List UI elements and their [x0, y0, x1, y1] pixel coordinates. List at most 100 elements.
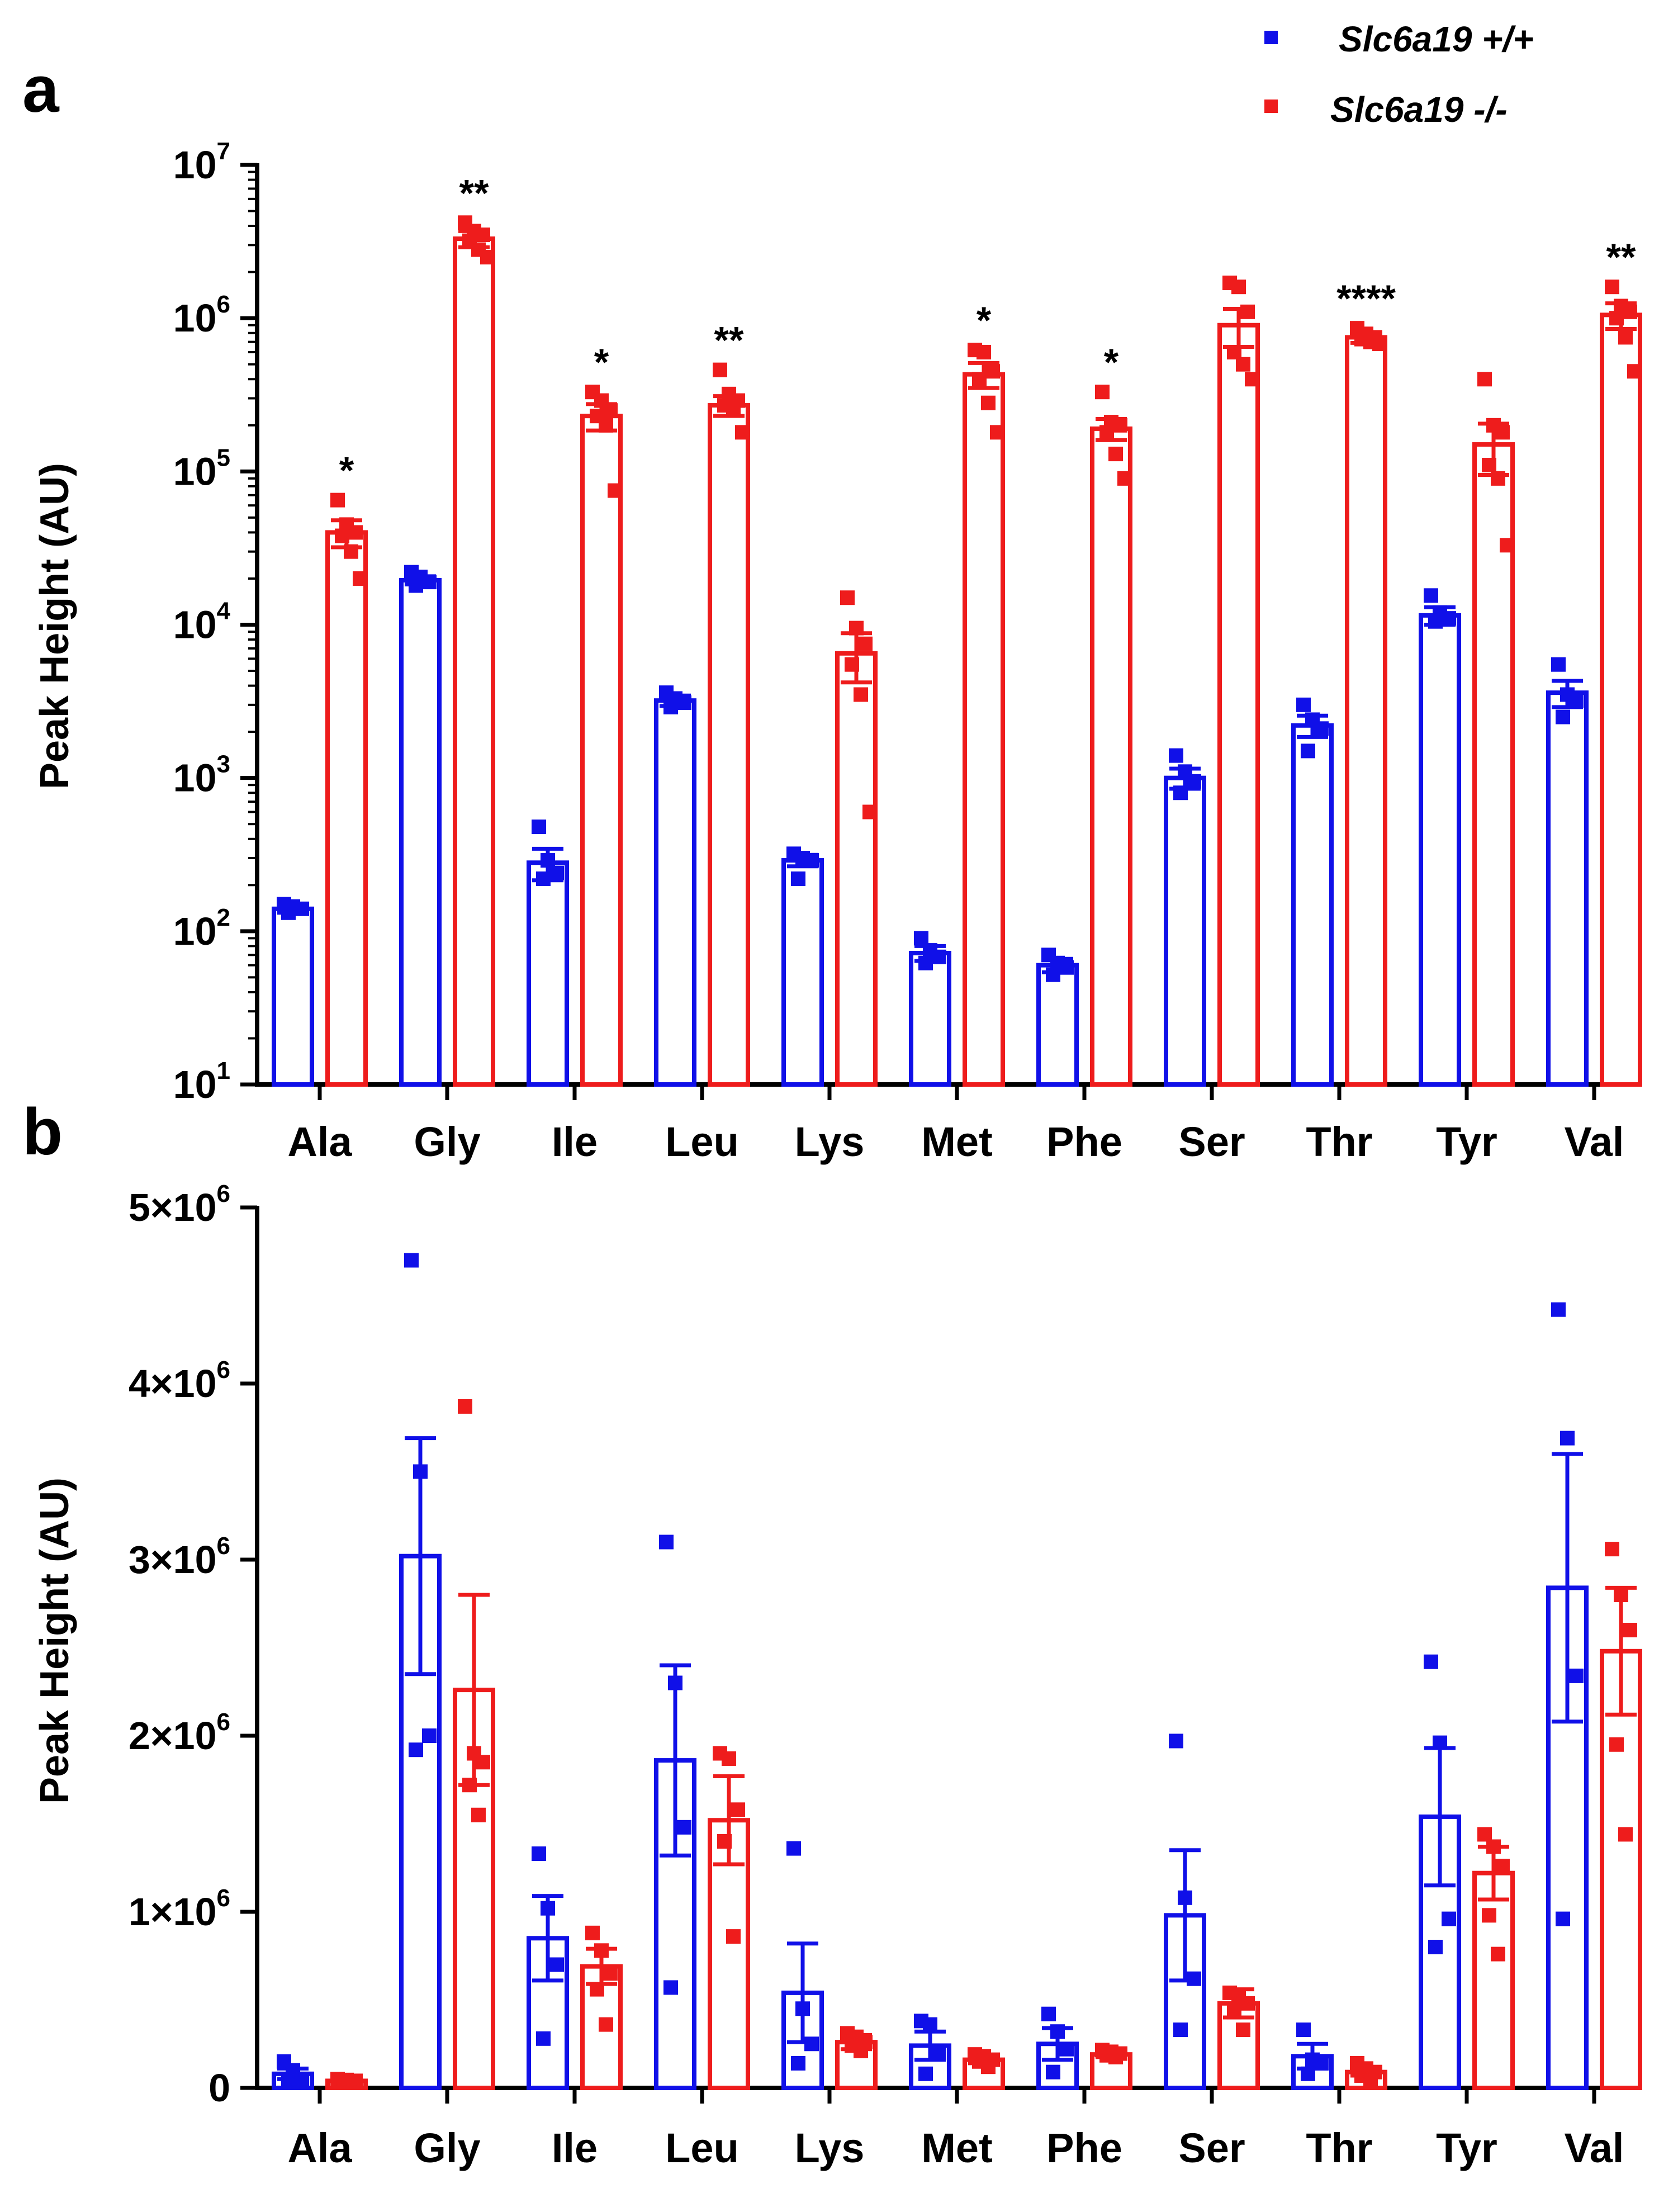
- bar-gly-wt: [399, 577, 442, 1087]
- data-point: [1500, 538, 1514, 553]
- data-point: [731, 1802, 745, 1817]
- data-point: [1245, 372, 1259, 387]
- data-point: [536, 871, 551, 886]
- panel-letter-a: a: [22, 53, 60, 126]
- data-point: [862, 804, 877, 820]
- data-point: [1482, 457, 1496, 472]
- data-point: [1428, 614, 1443, 629]
- data-point: [462, 1778, 477, 1793]
- data-point: [536, 2031, 551, 2046]
- data-point: [1296, 697, 1311, 712]
- y-axis-title-a: Peak Height (AU): [32, 463, 77, 789]
- y-tick-label-a: 105: [173, 444, 230, 493]
- data-point: [1551, 657, 1566, 672]
- y-tick-label-b: 4×106: [129, 1356, 230, 1405]
- x-tick-label-thr: Thr: [1306, 2125, 1372, 2171]
- data-point: [603, 403, 618, 418]
- bar-leu-ko: [708, 403, 750, 1087]
- x-tick-label-thr: Thr: [1306, 1119, 1372, 1165]
- x-tick-label-phe: Phe: [1046, 2125, 1122, 2171]
- data-point: [1477, 1827, 1492, 1842]
- data-point: [1108, 447, 1123, 462]
- legend-label-wt: Slc6a19 +/+: [1339, 19, 1534, 59]
- significance-label: **: [459, 172, 489, 214]
- data-point: [1556, 1911, 1570, 1926]
- data-point: [1627, 364, 1642, 379]
- data-point: [1227, 344, 1241, 359]
- bar-val-ko: [1600, 312, 1642, 1087]
- data-point: [858, 636, 873, 651]
- data-point: [713, 362, 727, 377]
- bar-met-ko: [963, 372, 1005, 1087]
- data-point: [422, 1728, 437, 1743]
- data-point: [791, 2055, 805, 2071]
- data-point: [918, 2066, 933, 2081]
- x-tick-label-val: Val: [1565, 2125, 1624, 2171]
- data-point: [532, 1846, 546, 1862]
- data-point: [977, 344, 991, 359]
- data-point: [1569, 693, 1584, 708]
- chart-panel-a: 101102103104105106107Ala*Gly**Ile*Leu**L…: [173, 138, 1642, 1165]
- y-axis-title-b: Peak Height (AU): [32, 1477, 77, 1804]
- data-point: [981, 2059, 996, 2074]
- data-point: [480, 250, 495, 265]
- data-point: [1618, 330, 1633, 345]
- data-point: [854, 687, 868, 702]
- x-tick-label-phe: Phe: [1046, 1119, 1122, 1165]
- x-tick-label-gly: Gly: [414, 2125, 480, 2171]
- data-point: [786, 1841, 801, 1856]
- data-point: [599, 418, 613, 433]
- data-point: [1442, 1911, 1456, 1926]
- data-point: [1556, 709, 1570, 724]
- data-point: [854, 2043, 868, 2058]
- data-point: [1605, 280, 1619, 295]
- data-point: [532, 820, 546, 835]
- significance-label: *: [594, 341, 609, 383]
- x-tick-label-gly: Gly: [414, 1119, 480, 1165]
- data-point: [1187, 774, 1201, 789]
- data-point: [608, 483, 622, 498]
- y-tick-label-a: 107: [173, 138, 230, 187]
- y-tick-label-a: 103: [173, 751, 230, 800]
- data-point: [281, 905, 296, 920]
- data-point: [295, 2072, 309, 2087]
- data-point: [918, 955, 933, 970]
- data-point: [1428, 1940, 1443, 1954]
- data-point: [1173, 2022, 1188, 2038]
- y-tick-label-b: 1×106: [129, 1884, 230, 1934]
- data-point: [1442, 611, 1456, 626]
- bar-ser-ko: [1217, 323, 1260, 1087]
- data-point: [726, 1929, 741, 1944]
- data-point: [1609, 1737, 1624, 1752]
- data-point: [659, 1534, 674, 1550]
- data-point: [804, 2036, 819, 2052]
- significance-label: **: [1606, 236, 1636, 278]
- data-point: [990, 425, 1004, 440]
- data-point: [677, 1820, 691, 1835]
- data-point: [840, 590, 855, 605]
- bar-phe-wt: [1036, 963, 1079, 1087]
- data-point: [1236, 357, 1250, 372]
- data-point: [549, 865, 564, 880]
- y-tick-label-b: 5×106: [129, 1180, 230, 1229]
- bar-lys-ko: [835, 651, 878, 1087]
- data-point: [1050, 2024, 1065, 2039]
- data-point: [849, 621, 864, 636]
- bar-ile-wt: [527, 860, 569, 1087]
- y-tick-label-b: 2×106: [129, 1708, 230, 1758]
- data-point: [1227, 2005, 1241, 2020]
- data-point: [1560, 1431, 1575, 1446]
- data-point: [1240, 304, 1255, 319]
- data-point: [663, 1980, 678, 1995]
- data-point: [722, 1751, 736, 1766]
- data-point: [1477, 372, 1492, 387]
- data-point: [1108, 2049, 1123, 2064]
- data-point: [1059, 960, 1074, 975]
- data-point: [932, 949, 946, 964]
- data-point: [1169, 1733, 1183, 1749]
- data-point: [972, 372, 987, 387]
- x-tick-label-leu: Leu: [665, 1119, 739, 1165]
- x-tick-label-ser: Ser: [1178, 2125, 1245, 2171]
- data-point: [1314, 2055, 1329, 2071]
